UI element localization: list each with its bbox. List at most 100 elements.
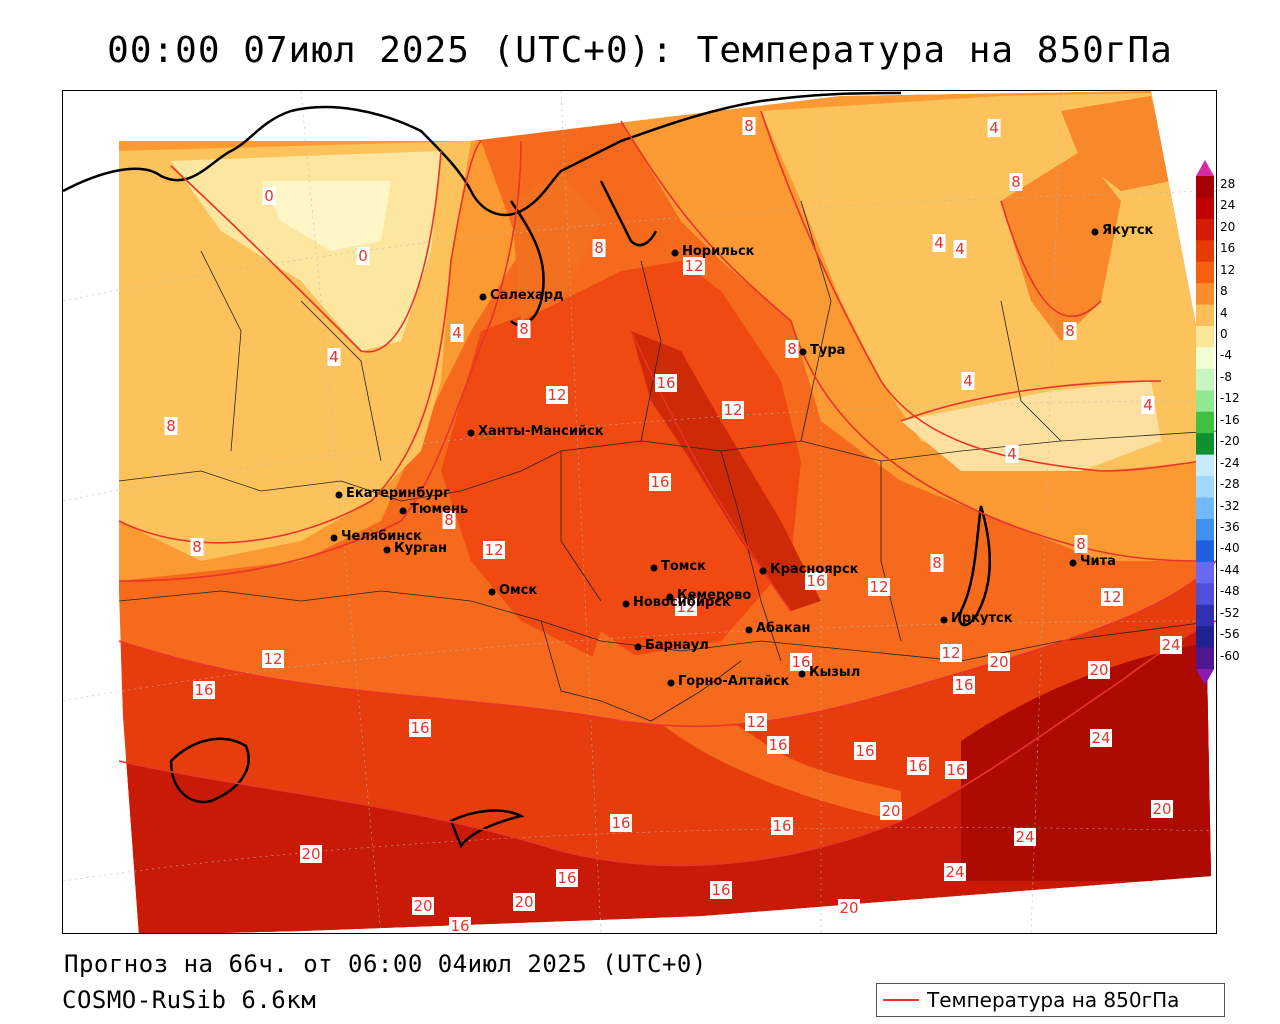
isotherm-label-text: 0 <box>264 187 274 205</box>
isotherm-label-text: 16 <box>557 869 576 887</box>
isotherm-label-text: 20 <box>1152 800 1171 818</box>
city-name: Челябинск <box>341 529 422 544</box>
colorbar-tick-label: 4 <box>1220 305 1228 320</box>
city-marker[interactable]: Новосибирск <box>622 595 731 610</box>
isotherm-label: 16 <box>193 681 215 699</box>
colorbar-segment <box>1196 540 1214 563</box>
city-marker[interactable]: Норильск <box>671 244 755 259</box>
city-dot <box>383 546 391 554</box>
city-marker[interactable]: Чита <box>1069 554 1116 569</box>
zone-yamal-tongue <box>511 171 601 321</box>
isotherm-label: 4 <box>961 372 975 390</box>
city-marker[interactable]: Омск <box>488 583 538 598</box>
isotherm-label-text: 16 <box>410 719 429 737</box>
isotherm-label-text: 8 <box>1011 173 1021 191</box>
isotherm-label-text: 4 <box>955 240 965 258</box>
city-name: Новосибирск <box>633 595 731 610</box>
legend-label: Температура на 850гПа <box>927 988 1180 1012</box>
colorbar-segment <box>1196 626 1214 649</box>
isotherm-label-text: 16 <box>772 817 791 835</box>
isotherm-label: 12 <box>1101 588 1123 606</box>
legend: Температура на 850гПа <box>876 983 1225 1017</box>
isotherm-label: 12 <box>546 386 568 404</box>
city-name: Чита <box>1080 554 1116 569</box>
colorbar-tick-label: -28 <box>1220 477 1240 492</box>
city-name: Красноярск <box>770 562 859 577</box>
city-marker[interactable]: Тюмень <box>399 502 469 517</box>
city-marker[interactable]: Кемерово <box>666 588 752 603</box>
colorbar-tick-label: 16 <box>1220 241 1236 256</box>
isotherm-label: 8 <box>1063 322 1077 340</box>
colorbar-bottom-arrow <box>1196 669 1214 685</box>
isotherm-label: 20 <box>412 897 434 915</box>
city-dot <box>488 588 496 596</box>
colorbar-segment <box>1196 454 1214 477</box>
city-marker[interactable]: Кызыл <box>798 665 861 680</box>
isotherm-label-text: 8 <box>744 117 754 135</box>
city-dot <box>799 348 807 356</box>
colorbar-tick-label: -60 <box>1220 648 1240 663</box>
city-name: Горно-Алтайск <box>678 674 790 689</box>
city-marker[interactable]: Томск <box>650 559 707 574</box>
city-marker[interactable]: Курган <box>383 541 447 556</box>
isotherm-label: 16 <box>953 676 975 694</box>
colorbar-tick-label: -52 <box>1220 605 1240 620</box>
zone-12-16-central <box>441 261 801 661</box>
isotherm-label: 12 <box>868 578 890 596</box>
isotherm-label-text: 12 <box>547 386 566 404</box>
city-marker[interactable]: Иркутск <box>940 611 1013 626</box>
isotherm-label: 12 <box>675 598 697 616</box>
isotherm-label: 8 <box>442 511 456 529</box>
city-marker[interactable]: Ханты-Мансийск <box>467 424 604 439</box>
isotherm-label: 0 <box>262 187 276 205</box>
city-marker[interactable]: Абакан <box>745 621 811 636</box>
isotherm-label-text: 16 <box>855 742 874 760</box>
colorbar-segment <box>1196 518 1214 541</box>
isotherm-label: 12 <box>683 257 705 275</box>
zone-24-plus <box>961 641 1211 881</box>
city-marker[interactable]: Челябинск <box>330 529 423 544</box>
city-marker[interactable]: Красноярск <box>759 562 859 577</box>
isotherm-label-text: 8 <box>192 538 202 556</box>
city-marker[interactable]: Тура <box>799 343 846 358</box>
city-marker[interactable]: Якутск <box>1091 223 1154 238</box>
city-name: Тура <box>810 343 845 358</box>
isotherm-label: 12 <box>262 650 284 668</box>
isotherm-label: 16 <box>710 881 732 899</box>
city-marker[interactable]: Екатеринбург <box>335 486 451 501</box>
isotherm-label: 20 <box>880 802 902 820</box>
colorbar-segment <box>1196 647 1214 670</box>
colorbar-segment <box>1196 368 1214 391</box>
isotherm-label: 24 <box>1090 729 1112 747</box>
isotherm-label: 8 <box>1074 535 1088 553</box>
city-name: Кызыл <box>809 665 860 680</box>
isotherm-label: 4 <box>932 234 946 252</box>
isotherm-label: 16 <box>655 374 677 392</box>
colorbar-tick-label: 20 <box>1220 219 1236 234</box>
zone-below-0 <box>261 181 391 251</box>
colorbar-tick-label: -36 <box>1220 519 1240 534</box>
isotherm-label-text: 16 <box>806 572 825 590</box>
city-marker[interactable]: Салехард <box>479 288 564 303</box>
colorbar-tick-label: 28 <box>1220 177 1236 191</box>
zone-0-4-east <box>901 381 1161 471</box>
isotherm-label-text: 4 <box>452 324 462 342</box>
isotherm-label: 4 <box>450 324 464 342</box>
colorbar-tick-label: -12 <box>1220 391 1240 406</box>
isotherm-label-text: 20 <box>514 893 533 911</box>
isotherm-label: 16 <box>649 473 671 491</box>
isotherm-label: 24 <box>1160 636 1182 654</box>
city-marker[interactable]: Горно-Алтайск <box>667 674 790 689</box>
zone-16-yenisei <box>631 331 821 611</box>
city-dot <box>634 643 642 651</box>
city-marker[interactable]: Барнаул <box>634 638 709 653</box>
colorbar-tick-label: 12 <box>1220 262 1236 277</box>
colorbar-tick-label: 0 <box>1220 327 1228 342</box>
isotherm-label-text: 4 <box>1143 396 1153 414</box>
colorbar-tick-label: -44 <box>1220 562 1240 577</box>
isotherm-label-text: 12 <box>484 541 503 559</box>
colorbar-tick-label: -56 <box>1220 627 1240 642</box>
temperature-map[interactable]: 8 4 8 0 0 8 12 4 4 8 4 8 8 4 12 16 12 4 4 8 4 16 8 8 12 8 8 16 12 12 1… <box>62 90 1217 934</box>
isotherm-label-text: 16 <box>650 473 669 491</box>
city-markers: Норильск Якутск Салехард Тура Ханты-Мансийск… <box>330 223 1154 689</box>
